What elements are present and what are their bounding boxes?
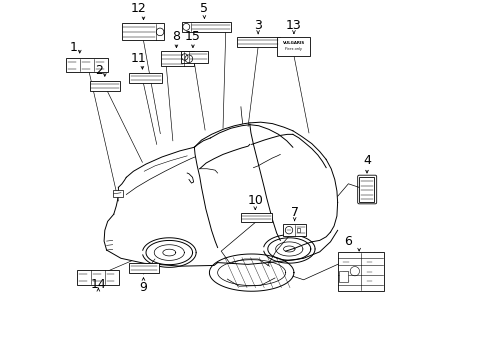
Bar [129,262,158,273]
Bar [77,270,119,285]
Bar [161,51,193,66]
Text: Fires only: Fires only [285,47,302,51]
Text: 1: 1 [69,41,77,54]
Bar [90,81,120,91]
Text: 6: 6 [344,235,351,248]
Text: 13: 13 [285,19,301,32]
Bar [122,23,164,40]
Bar [129,73,162,84]
Text: VULGARIS: VULGARIS [282,41,305,45]
Bar [112,190,123,197]
Bar [236,37,279,47]
Bar [283,224,306,237]
Text: 3: 3 [254,19,262,32]
Text: 12: 12 [131,3,146,15]
Text: 14: 14 [90,278,106,291]
Text: 9: 9 [139,281,147,294]
Bar [337,252,384,291]
Text: 7: 7 [290,206,298,219]
Bar [338,271,347,282]
FancyBboxPatch shape [357,175,376,204]
Bar [181,51,207,63]
Bar [182,22,231,32]
Text: 10: 10 [247,194,263,207]
Text: 8: 8 [172,30,180,44]
Text: 4: 4 [362,154,370,167]
Bar [296,229,300,232]
Text: 5: 5 [200,3,208,15]
Bar [358,177,373,202]
Bar [241,213,272,222]
Text: 2: 2 [95,64,103,77]
Bar [277,37,310,55]
Text: 11: 11 [131,52,146,65]
Bar [66,58,108,72]
Text: 15: 15 [184,30,201,44]
